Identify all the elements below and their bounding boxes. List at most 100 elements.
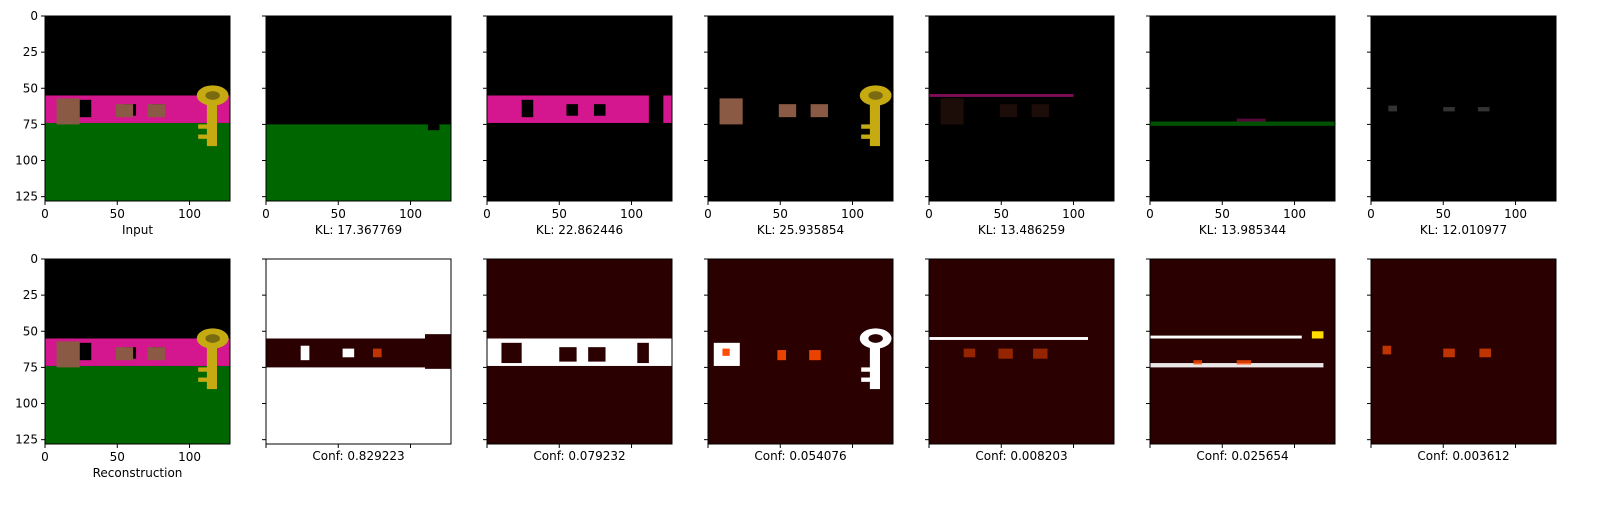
axes-frame bbox=[265, 258, 452, 445]
x-tick-label: 50 bbox=[110, 450, 125, 464]
panel-image bbox=[1371, 259, 1556, 444]
top-panel-6: 0 50 100 KL: 13.985344 bbox=[1146, 15, 1336, 237]
x-tick-label: 50 bbox=[773, 207, 788, 221]
panel-image bbox=[708, 259, 893, 444]
x-tick-label: 100 bbox=[841, 207, 864, 221]
panel-conf-label: Conf: 0.079232 bbox=[533, 449, 625, 463]
key-tooth bbox=[861, 124, 872, 129]
axes-frame bbox=[928, 258, 1115, 445]
key-tooth bbox=[861, 367, 872, 372]
image-background bbox=[929, 259, 1114, 444]
box-object bbox=[56, 98, 80, 125]
x-tick-label: 50 bbox=[1215, 207, 1230, 221]
key-hole bbox=[868, 334, 883, 343]
x-tick-label: 50 bbox=[331, 207, 346, 221]
faint-spot bbox=[1443, 107, 1455, 112]
mask-mid-spot bbox=[1443, 348, 1455, 358]
axes-frame bbox=[486, 15, 673, 202]
key-tooth bbox=[861, 134, 872, 139]
mask-mid-spot bbox=[809, 350, 821, 361]
panel-conf-label: Reconstruction bbox=[93, 466, 183, 480]
key-tooth bbox=[198, 377, 209, 382]
ground-notch bbox=[427, 124, 440, 131]
box-object bbox=[999, 104, 1018, 118]
panel-image bbox=[45, 259, 230, 444]
x-tick-label: 0 bbox=[483, 207, 491, 221]
bottom-panel-4: Conf: 0.054076 bbox=[704, 258, 894, 463]
faint-line bbox=[1236, 118, 1266, 122]
panel-image bbox=[487, 16, 672, 201]
panel-kl-label: KL: 12.010977 bbox=[1420, 223, 1507, 237]
y-tick-label: 25 bbox=[23, 45, 38, 59]
y-tick-label: 50 bbox=[23, 324, 38, 338]
x-tick-label: 100 bbox=[1504, 207, 1527, 221]
key-hole bbox=[868, 91, 883, 100]
bottom-panel-6: Conf: 0.025654 bbox=[1146, 258, 1336, 463]
mask-mid-spot bbox=[1236, 360, 1252, 365]
panel-kl-label: Input bbox=[122, 223, 153, 237]
top-panel-7: 0 50 100 KL: 12.010977 bbox=[1367, 15, 1557, 237]
y-tick-label: 100 bbox=[15, 397, 38, 411]
image-background bbox=[1371, 16, 1556, 201]
panel-conf-label: Conf: 0.003612 bbox=[1417, 449, 1509, 463]
box-object bbox=[719, 98, 743, 125]
box-object bbox=[147, 104, 165, 118]
image-background bbox=[1150, 259, 1335, 444]
key-tooth bbox=[198, 134, 209, 139]
axes-frame bbox=[1149, 258, 1336, 445]
key-shape bbox=[859, 328, 892, 390]
axes-frame bbox=[44, 15, 231, 202]
x-tick-label: 0 bbox=[262, 207, 270, 221]
mask-mid-spot bbox=[998, 348, 1013, 359]
panel-image bbox=[929, 16, 1114, 201]
axes-frame bbox=[486, 258, 673, 445]
x-tick-label: 100 bbox=[1283, 207, 1306, 221]
mask-hot-line bbox=[929, 337, 1088, 340]
top-panel-2: 0 50 100 KL: 17.367769 bbox=[262, 15, 452, 237]
panel-image bbox=[487, 259, 672, 444]
axes-frame bbox=[928, 15, 1115, 202]
box-object bbox=[147, 347, 165, 361]
mask-hot-line bbox=[1150, 363, 1324, 368]
x-tick-label: 100 bbox=[399, 207, 422, 221]
panel-conf-label: Conf: 0.829223 bbox=[312, 449, 404, 463]
key-shape bbox=[196, 328, 229, 390]
y-tick-label: 0 bbox=[30, 252, 38, 266]
wall-band bbox=[487, 95, 672, 123]
y-tick-label: 100 bbox=[15, 154, 38, 168]
panel-kl-label: KL: 25.935854 bbox=[757, 223, 844, 237]
x-tick-label: 0 bbox=[41, 207, 49, 221]
panel-image bbox=[266, 16, 451, 201]
x-tick-label: 0 bbox=[704, 207, 712, 221]
y-tick-label: 50 bbox=[23, 81, 38, 95]
key-hole bbox=[205, 91, 220, 100]
panel-conf-label: Conf: 0.054076 bbox=[754, 449, 846, 463]
box-object bbox=[115, 104, 134, 118]
faint-line bbox=[1150, 121, 1335, 126]
x-tick-label: 50 bbox=[994, 207, 1009, 221]
mask-mid-spot bbox=[1033, 348, 1048, 359]
top-panel-5: 0 50 100 KL: 13.486259 bbox=[925, 15, 1115, 237]
y-tick-label: 0 bbox=[30, 9, 38, 23]
panel-kl-label: KL: 13.985344 bbox=[1199, 223, 1286, 237]
box-object bbox=[778, 104, 797, 118]
key-hole bbox=[205, 334, 220, 343]
key-shaft bbox=[206, 345, 217, 390]
bottom-panel-3: Conf: 0.079232 bbox=[483, 258, 673, 463]
mask-mid-spot bbox=[1479, 348, 1491, 358]
axes-frame bbox=[1370, 15, 1557, 202]
wall-gap bbox=[521, 99, 534, 118]
mask-mid-spot bbox=[963, 348, 976, 358]
ground-region bbox=[266, 124, 451, 201]
wall-gap bbox=[79, 99, 92, 118]
mask-low-spot bbox=[559, 347, 577, 362]
faint-spot bbox=[1477, 107, 1490, 112]
panel-conf-label: Conf: 0.008203 bbox=[975, 449, 1067, 463]
axes-frame bbox=[707, 15, 894, 202]
axes-frame bbox=[1370, 258, 1557, 445]
top-panel-4: 0 50 100 KL: 25.935854 bbox=[704, 15, 894, 237]
x-tick-label: 50 bbox=[1436, 207, 1451, 221]
axes-frame bbox=[707, 258, 894, 445]
wall-gap bbox=[648, 95, 664, 123]
